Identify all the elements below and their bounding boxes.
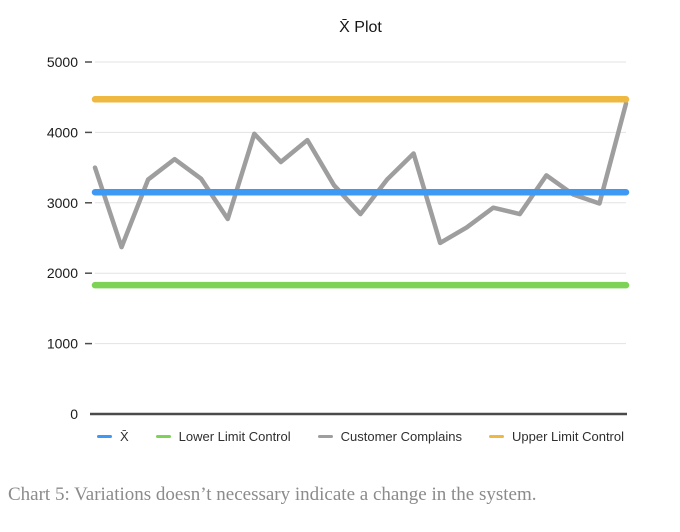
legend-swatch-customer-complains [317, 435, 333, 438]
chart-caption: Chart 5: Variations doesn’t necessary in… [8, 484, 537, 505]
control-chart: 0 1000 2000 3000 4000 5000 [47, 54, 630, 422]
y-axis-label: 3000 [47, 195, 78, 211]
gridlines-and-axis: 0 1000 2000 3000 4000 5000 [47, 54, 627, 422]
legend-label-customer-complains: Customer Complains [340, 429, 463, 444]
legend-label-lower-limit-control: Lower Limit Control [178, 429, 291, 444]
legend-swatch-x [96, 435, 112, 438]
y-axis-label: 2000 [47, 265, 78, 281]
chart-title: X̄ Plot [339, 19, 382, 36]
series-customer-complains [92, 101, 629, 250]
y-axis-label: 1000 [47, 336, 78, 352]
legend-item-customer-complains: Customer Complains [317, 429, 463, 444]
chart-legend: X̄ Lower Limit Control Customer Complains U… [95, 429, 626, 444]
legend-item-lower-limit-control: Lower Limit Control [155, 429, 291, 444]
y-axis-label: 4000 [47, 124, 78, 140]
legend-item-x: X̄ [96, 429, 129, 444]
legend-label-x: X̄ [119, 429, 129, 444]
legend-label-upper-limit-control: Upper Limit Control [512, 429, 625, 444]
legend-item-upper-limit-control: Upper Limit Control [489, 429, 624, 444]
legend-swatch-lower-limit-control [155, 435, 171, 438]
legend-swatch-upper-limit-control [489, 435, 505, 438]
y-axis-label: 5000 [47, 54, 78, 70]
y-axis-label: 0 [70, 406, 78, 422]
